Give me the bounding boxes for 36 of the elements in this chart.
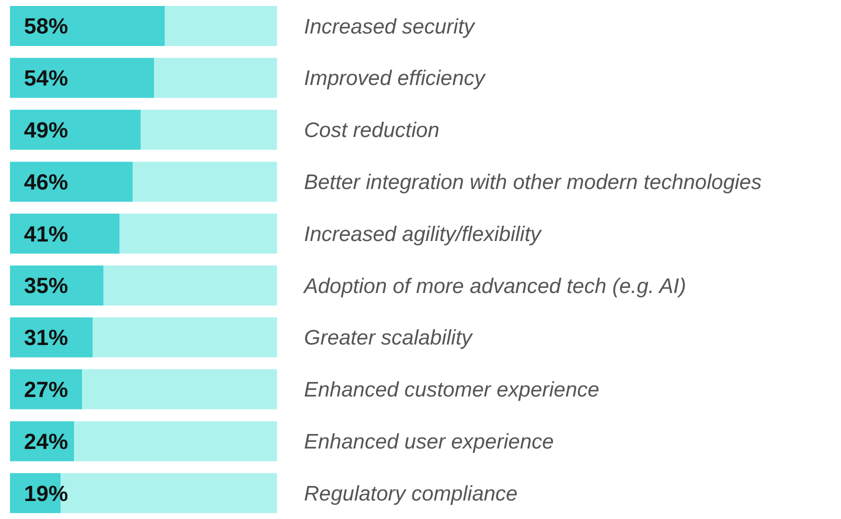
bar xyxy=(132,162,277,202)
data-label: 46% xyxy=(24,169,68,194)
data-label: 27% xyxy=(24,377,68,402)
bar xyxy=(10,214,120,254)
bar xyxy=(82,369,277,410)
data-label: 41% xyxy=(24,221,68,246)
y-tick-label: Increased agility/flexibility xyxy=(304,222,542,246)
y-tick-label: Cost reduction xyxy=(304,119,440,142)
y-tick-label: Enhanced user experience xyxy=(304,430,554,454)
bar xyxy=(119,214,277,254)
data-label: 54% xyxy=(24,66,68,91)
data-label: 19% xyxy=(24,480,68,506)
y-tick-label: Greater scalability xyxy=(304,326,474,350)
data-label: 49% xyxy=(24,118,68,142)
y-tick-label: Better integration with other modern technologies xyxy=(304,171,762,194)
bar xyxy=(10,162,133,202)
bar xyxy=(154,58,277,98)
data-label: 58% xyxy=(24,14,68,39)
bar xyxy=(10,266,104,306)
y-tick-label: Regulatory compliance xyxy=(304,482,518,506)
bar xyxy=(10,6,165,46)
y-tick-label: Enhanced customer experience xyxy=(304,378,600,402)
bar xyxy=(10,110,141,150)
bar xyxy=(140,110,277,150)
bar xyxy=(10,58,154,98)
y-tick-label: Adoption of more advanced tech (e.g. AI) xyxy=(302,274,686,298)
bar xyxy=(74,421,277,462)
bar xyxy=(103,266,277,306)
bar xyxy=(10,317,93,358)
bar xyxy=(92,317,277,358)
data-label: 31% xyxy=(24,325,68,350)
data-label: 35% xyxy=(24,273,68,298)
data-label: 24% xyxy=(24,428,68,454)
y-tick-label: Increased security xyxy=(304,15,476,38)
bar xyxy=(164,6,277,46)
y-tick-label: Improved efficiency xyxy=(304,67,486,90)
